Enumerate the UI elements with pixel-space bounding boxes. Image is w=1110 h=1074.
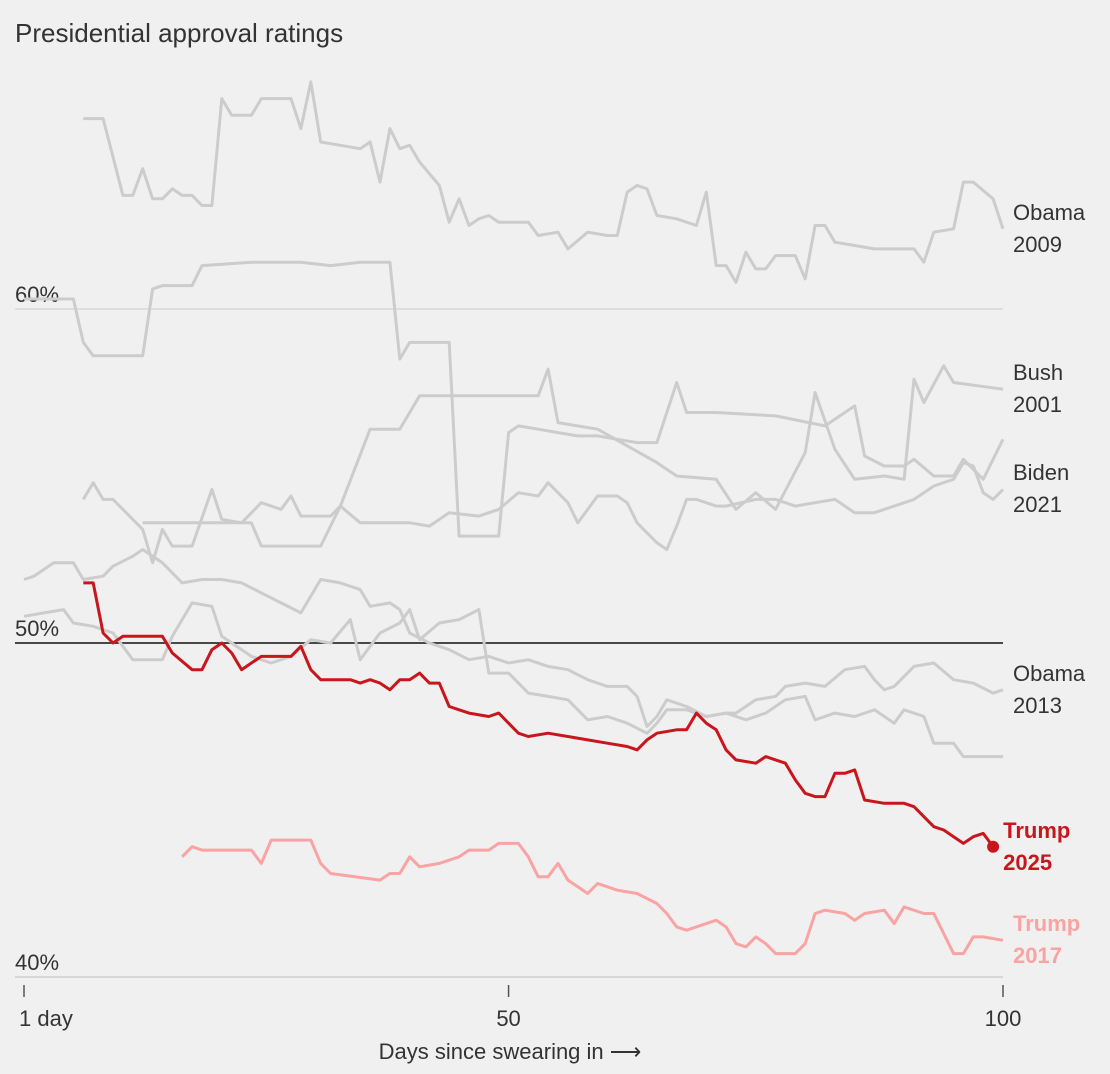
y-tick-label: 40% (15, 950, 59, 975)
series-line (83, 581, 995, 848)
series-line (24, 260, 1005, 538)
series-label: Bush 2001 (1013, 360, 1064, 418)
chart-title: Presidential approval ratings (15, 18, 343, 48)
x-tick-label: 1 day (19, 1006, 73, 1031)
series-line (83, 80, 1005, 284)
series-line (82, 461, 1005, 565)
x-tick-label: 100 (985, 1006, 1022, 1031)
series-line (142, 364, 1004, 548)
series-label: Obama 2009 (1013, 199, 1086, 257)
series-label: Trump 2017 (1013, 911, 1081, 969)
x-axis-label: Days since swearing in ⟶ (379, 1039, 642, 1064)
y-tick-label: 50% (15, 616, 59, 641)
series-label: Trump 2025 (1003, 817, 1071, 875)
series-label: Obama 2013 (1013, 660, 1086, 718)
x-tick-label: 50 (496, 1006, 520, 1031)
series-line (23, 601, 1003, 759)
series-line (181, 838, 1004, 956)
series-line (23, 548, 1004, 728)
end-dot (987, 840, 1000, 853)
series-label: Biden 2021 (1013, 460, 1070, 518)
y-tick-label: 60% (15, 282, 59, 307)
